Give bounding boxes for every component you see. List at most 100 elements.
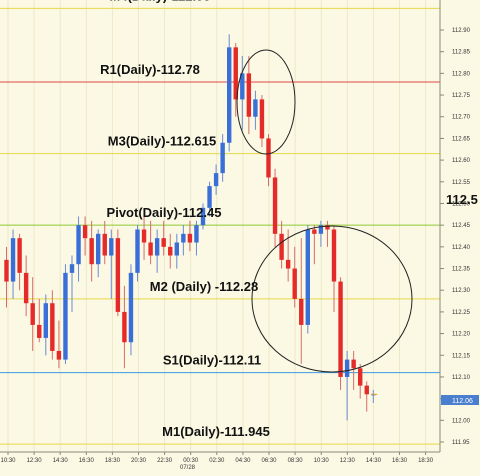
x-tick-label: 22:30 — [157, 458, 173, 464]
level-label: M4(Daily)-112.95 — [109, 0, 210, 3]
x-date-label: 07/28 — [180, 465, 196, 471]
candle-body — [96, 233, 101, 265]
x-tick-label: 10:30 — [314, 458, 330, 464]
x-tick-label: 18:30 — [105, 458, 121, 464]
candle-body — [292, 268, 297, 299]
y-tick-label: 112.35 — [452, 267, 471, 273]
candle-body — [331, 229, 337, 282]
candle-body — [358, 368, 363, 386]
candle-body — [279, 233, 284, 260]
y-tick-label: 112.10 — [452, 375, 471, 381]
y-tick-label: 112.80 — [452, 71, 471, 77]
x-tick-label: 18:30 — [418, 458, 434, 464]
y-tick-label: 112.70 — [452, 115, 471, 121]
candle-body — [17, 238, 22, 273]
candle-body — [338, 281, 343, 377]
candle-body — [207, 186, 212, 208]
x-tick-label: 02:30 — [209, 458, 225, 464]
candle-body — [168, 246, 173, 256]
candle-body — [325, 225, 330, 230]
x-tick-label: 00:30 — [183, 458, 199, 464]
y-tick-label: 112.20 — [452, 332, 471, 338]
candle-body — [312, 229, 317, 234]
x-tick-label: 12:30 — [27, 458, 43, 464]
candle-body — [246, 73, 252, 117]
candle-body — [272, 177, 278, 234]
level-label: Pivot(Daily)-112.45 — [107, 205, 222, 220]
candle-body — [115, 238, 121, 312]
candle-body — [102, 233, 107, 256]
y-tick-label: 112.75 — [452, 93, 471, 99]
candle-body — [259, 99, 265, 139]
highlight-circle-bottom — [251, 225, 413, 373]
candle-body — [305, 229, 310, 325]
candle-body — [76, 225, 81, 265]
candle-body — [285, 259, 291, 269]
level-label: M2 (Daily) -112.28 — [150, 279, 258, 294]
candle-body — [233, 47, 238, 100]
y-tick-label: 112.65 — [452, 136, 471, 142]
candle-body — [240, 73, 245, 100]
candle-body — [50, 303, 55, 351]
y-tick-label: 112.15 — [452, 353, 471, 359]
candle-body — [23, 272, 29, 304]
x-tick-label: 10:30 — [0, 458, 16, 464]
candle-body — [200, 207, 206, 226]
level-label: R1(Daily)-112.78 — [100, 62, 200, 77]
y-tick-label: 112.00 — [452, 418, 471, 424]
candle-body — [161, 238, 166, 247]
candle-body — [37, 324, 42, 338]
candle-body — [122, 311, 127, 343]
x-tick-label: 20:30 — [131, 458, 147, 464]
candle-body — [194, 225, 199, 243]
candle-body — [187, 233, 193, 243]
candle-body — [43, 303, 48, 338]
level-label: M1(Daily)-111.945 — [162, 424, 270, 439]
candle-body — [56, 350, 62, 360]
current-price-label: 112.06 — [452, 398, 473, 405]
y-tick-label: 112.30 — [452, 288, 471, 294]
candle-body — [344, 359, 350, 377]
y-tick-label: 112.55 — [452, 180, 471, 186]
y-tick-label: 112.60 — [452, 158, 471, 164]
current-price-box — [441, 395, 479, 405]
candle-body — [82, 225, 88, 239]
x-tick-label: 14:30 — [366, 458, 382, 464]
y-tick-label: 112.85 — [452, 50, 471, 56]
candle-body — [69, 264, 75, 273]
candle-body — [318, 225, 324, 234]
candle-body — [154, 238, 160, 256]
candle-body — [253, 99, 258, 117]
candle-body — [351, 359, 356, 369]
highlight-circle-top — [236, 49, 296, 155]
y-tick-label: 112.50 — [452, 201, 471, 207]
side-price-label: 112.5 — [446, 192, 478, 207]
candle-body — [89, 238, 94, 265]
level-label: S1(Daily)-112.11 — [163, 353, 261, 368]
y-tick-label: 112.45 — [452, 223, 471, 229]
candle-body — [213, 173, 219, 187]
candle-body — [63, 272, 68, 360]
candle-body — [148, 242, 153, 256]
y-tick-label: 111.95 — [452, 440, 470, 446]
level-label: M3(Daily)-112.615 — [108, 134, 216, 149]
candle-body — [266, 138, 271, 178]
candle-body — [109, 238, 114, 256]
y-tick-label: 112.90 — [452, 28, 471, 34]
y-tick-label: 112.40 — [452, 245, 471, 251]
y-tick-label: 112.25 — [452, 310, 471, 316]
candle-body — [174, 242, 179, 256]
x-tick-label: 12:30 — [340, 458, 356, 464]
x-tick-label: 08:30 — [288, 458, 304, 464]
candle-body — [30, 303, 35, 325]
candle-body — [299, 298, 304, 325]
x-tick-label: 06:30 — [261, 458, 277, 464]
x-tick-label: 14:30 — [53, 458, 69, 464]
x-tick-label: 16:30 — [79, 458, 95, 464]
candle-body — [141, 229, 147, 243]
candle-body — [181, 233, 186, 243]
candle-body — [10, 238, 16, 282]
candle-body — [128, 272, 134, 343]
candle-body — [364, 385, 369, 395]
